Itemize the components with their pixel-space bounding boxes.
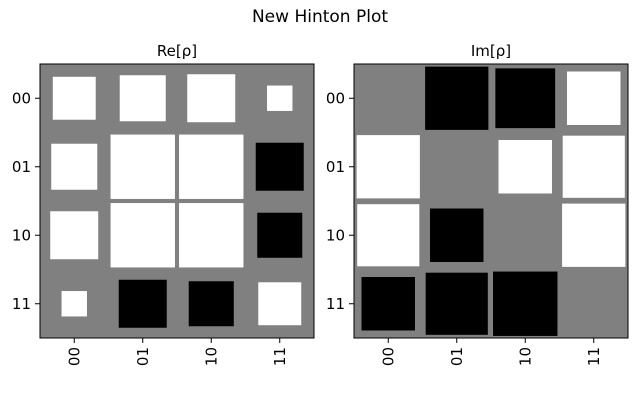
y-tick-label: 01 (326, 158, 345, 176)
panel-frame (39, 63, 315, 339)
hinton-square-10-10 (179, 203, 244, 268)
hinton-square-01-01 (110, 134, 175, 199)
hinton-square-10-01 (430, 208, 484, 262)
x-tick-label: 01 (448, 347, 466, 366)
x-tick-label: 10 (202, 347, 220, 366)
hinton-square-11-01 (425, 272, 488, 335)
hinton-square-01-11 (255, 142, 304, 191)
x-tick-label: 00 (65, 347, 83, 366)
hinton-square-11-10 (493, 271, 558, 336)
panel-title: Im[ρ] (471, 42, 511, 60)
hinton-square-10-11 (562, 203, 626, 267)
hinton-square-00-11 (267, 85, 293, 111)
y-tick-label: 11 (326, 295, 345, 313)
panel-title: Re[ρ] (157, 42, 197, 60)
x-tick-label: 11 (585, 347, 603, 366)
x-tick-label: 01 (134, 347, 152, 366)
y-tick-label: 11 (12, 295, 31, 313)
hinton-panel-0: Re[ρ] 00 00 01 01 10 10 11 11 (12, 42, 315, 366)
figure-title: New Hinton Plot (252, 7, 388, 27)
hinton-square-10-01 (110, 203, 175, 268)
hinton-square-10-00 (50, 211, 99, 260)
y-tick-label: 01 (12, 158, 31, 176)
hinton-square-11-00 (361, 277, 415, 331)
hinton-square-00-01 (425, 66, 489, 130)
x-tick-label: 10 (516, 347, 534, 366)
hinton-square-11-00 (61, 291, 87, 317)
panel-frame (353, 63, 629, 339)
y-tick-label: 10 (326, 226, 345, 244)
hinton-square-00-11 (567, 71, 621, 125)
hinton-square-01-10 (179, 134, 244, 199)
y-tick-label: 00 (326, 89, 345, 107)
y-tick-label: 10 (12, 226, 31, 244)
hinton-square-00-00 (52, 76, 96, 120)
hinton-square-00-10 (187, 74, 236, 123)
hinton-square-11-01 (118, 279, 167, 328)
hinton-panel-1: Im[ρ] 00 00 01 01 10 10 11 11 (326, 42, 629, 366)
hinton-square-10-00 (357, 204, 420, 267)
hinton-square-01-00 (356, 135, 420, 199)
hinton-square-01-10 (498, 140, 552, 194)
hinton-square-11-11 (258, 282, 302, 326)
y-tick-label: 00 (12, 89, 31, 107)
hinton-square-10-11 (257, 212, 303, 258)
hinton-square-01-00 (51, 143, 98, 190)
hinton-square-11-10 (188, 281, 234, 327)
hinton-square-00-10 (495, 68, 556, 129)
x-tick-label: 00 (379, 347, 397, 366)
x-tick-label: 11 (271, 347, 289, 366)
hinton-square-00-01 (119, 75, 166, 122)
hinton-square-01-11 (562, 135, 625, 198)
